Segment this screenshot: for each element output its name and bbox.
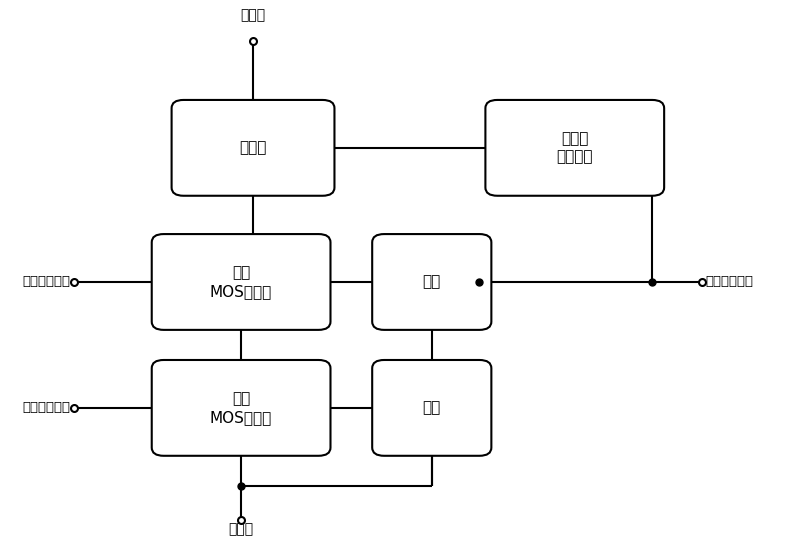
Text: 管击穿
采样保护: 管击穿 采样保护 <box>557 131 593 165</box>
Text: 继电器: 继电器 <box>239 140 266 155</box>
Text: 正偏压: 正偏压 <box>241 8 266 22</box>
FancyBboxPatch shape <box>486 100 664 196</box>
FancyBboxPatch shape <box>152 234 330 330</box>
FancyBboxPatch shape <box>152 360 330 456</box>
Text: 起始驱动脉冲: 起始驱动脉冲 <box>22 275 70 289</box>
Text: 阻流: 阻流 <box>422 400 441 415</box>
Text: 截尾驱动脉冲: 截尾驱动脉冲 <box>22 401 70 414</box>
Text: 栅调脉冲输出: 栅调脉冲输出 <box>706 275 754 289</box>
Text: 起始
MOS开关管: 起始 MOS开关管 <box>210 265 272 299</box>
FancyBboxPatch shape <box>372 360 491 456</box>
FancyBboxPatch shape <box>171 100 334 196</box>
Text: 截尾
MOS开关管: 截尾 MOS开关管 <box>210 391 272 425</box>
FancyBboxPatch shape <box>372 234 491 330</box>
Text: 阻流: 阻流 <box>422 274 441 289</box>
Text: 负偏压: 负偏压 <box>229 523 254 536</box>
